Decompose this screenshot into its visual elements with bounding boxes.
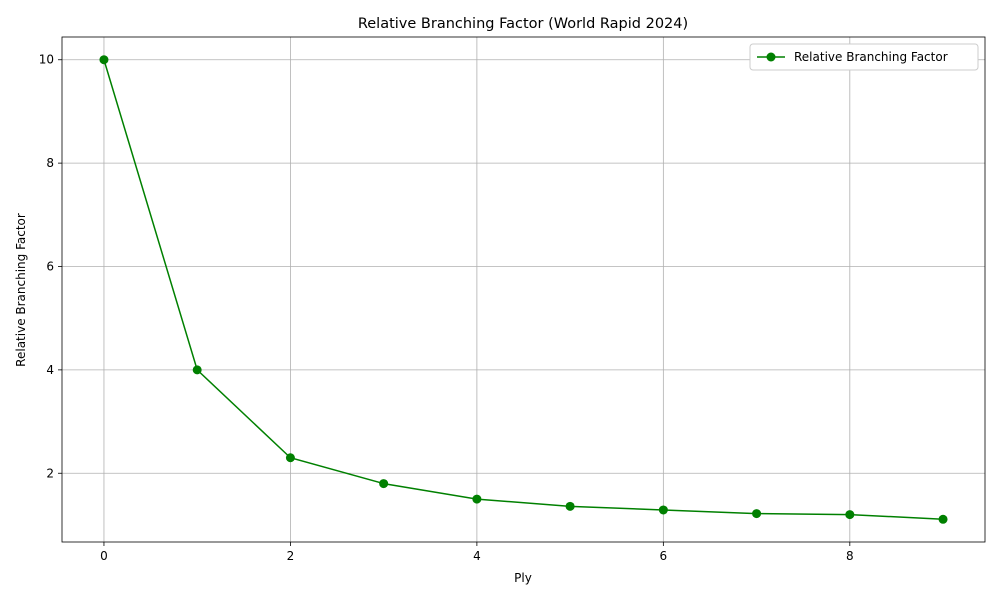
x-tick-label: 2 bbox=[287, 549, 295, 563]
data-point bbox=[379, 479, 389, 489]
data-point bbox=[938, 514, 948, 524]
x-axis-title: Ply bbox=[514, 571, 532, 585]
data-point bbox=[752, 509, 762, 519]
data-point bbox=[192, 365, 202, 375]
y-tick-label: 10 bbox=[39, 53, 54, 67]
data-point bbox=[845, 510, 855, 520]
series-layer bbox=[99, 55, 948, 524]
x-tick-label: 8 bbox=[846, 549, 854, 563]
x-tick-label: 0 bbox=[100, 549, 108, 563]
data-point bbox=[99, 55, 109, 65]
y-axis-title: Relative Branching Factor bbox=[14, 213, 28, 367]
series-line bbox=[103, 59, 944, 521]
x-tick-label: 4 bbox=[473, 549, 481, 563]
y-tick-label: 6 bbox=[46, 259, 54, 273]
y-tick-label: 2 bbox=[46, 466, 54, 480]
data-point bbox=[285, 453, 295, 463]
data-point bbox=[565, 501, 575, 511]
plot-frame bbox=[61, 36, 986, 543]
data-point bbox=[658, 505, 668, 515]
legend-label: Relative Branching Factor bbox=[794, 50, 948, 64]
legend-box bbox=[749, 43, 979, 71]
x-tick-label: 6 bbox=[660, 549, 668, 563]
axes: 0 2 4 6 8 2 4 6 8 10 bbox=[39, 36, 986, 563]
data-point bbox=[472, 494, 482, 504]
y-tick-label: 4 bbox=[46, 363, 54, 377]
y-tick-label: 8 bbox=[46, 156, 54, 170]
chart-title: Relative Branching Factor (World Rapid 2… bbox=[358, 16, 688, 32]
legend-marker-swatch bbox=[766, 52, 776, 62]
legend: Relative Branching Factor bbox=[749, 43, 979, 71]
